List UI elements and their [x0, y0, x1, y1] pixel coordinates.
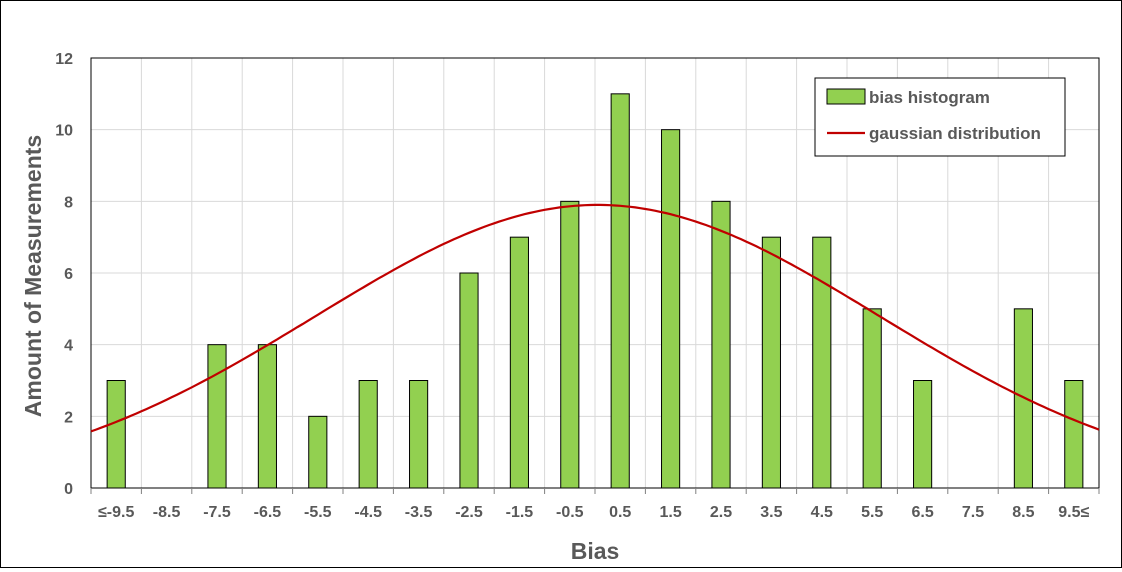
- y-tick-label: 8: [64, 194, 73, 211]
- y-tick-label: 0: [64, 481, 73, 498]
- bar: [862, 308, 882, 489]
- x-axis-title: Bias: [571, 538, 620, 564]
- x-tick-label: 0.5: [609, 504, 631, 521]
- x-tick-label: -1.5: [506, 504, 534, 521]
- x-tick-label: 7.5: [962, 504, 984, 521]
- x-tick-label: 9.5≤: [1058, 504, 1089, 521]
- x-tick-label: -2.5: [455, 504, 483, 521]
- x-tick-label: 3.5: [760, 504, 782, 521]
- legend: bias histogram gaussian distribution: [814, 77, 1066, 157]
- bar-series: [106, 93, 1084, 489]
- x-tick-label: -3.5: [405, 504, 433, 521]
- y-tick-label: 10: [55, 123, 73, 140]
- bar: [207, 344, 227, 489]
- x-tick-label: 6.5: [911, 504, 933, 521]
- axes: 0 2 4 6 8 10 12 ≤-9.5 -8.5 -7.5 -6.5 -5.5 -4.5 -3.5 -2…: [55, 51, 1100, 521]
- x-tick-label: -6.5: [254, 504, 282, 521]
- y-tick-label: 6: [64, 266, 73, 283]
- x-tick-label: -8.5: [153, 504, 181, 521]
- legend-bar-label: bias histogram: [869, 88, 990, 107]
- bar: [459, 272, 479, 489]
- bar: [1064, 380, 1084, 489]
- bar: [106, 380, 126, 489]
- x-tick-label: -7.5: [203, 504, 231, 521]
- bar: [610, 93, 630, 489]
- x-tick-label: -0.5: [556, 504, 584, 521]
- y-tick-label: 12: [55, 51, 73, 68]
- bar: [913, 380, 933, 489]
- bar: [308, 415, 328, 489]
- x-tick-label: -4.5: [354, 504, 382, 521]
- gaussian-curve: [90, 203, 1100, 433]
- grid-lines: [91, 58, 1099, 488]
- legend-line-label: gaussian distribution: [869, 124, 1041, 143]
- bar: [509, 236, 529, 489]
- bar: [409, 380, 429, 489]
- bar: [560, 200, 580, 489]
- x-tick-label: 2.5: [710, 504, 732, 521]
- bar: [257, 344, 277, 489]
- x-tick-label: 5.5: [861, 504, 883, 521]
- x-tick-label: 1.5: [659, 504, 681, 521]
- bar: [761, 236, 781, 489]
- legend-bar-swatch: [826, 88, 866, 105]
- gaussian-series: [90, 203, 1100, 433]
- x-tick-label: 4.5: [811, 504, 833, 521]
- x-tick-label: ≤-9.5: [98, 504, 134, 521]
- y-axis-title: Amount of Measurements: [20, 135, 46, 417]
- bar: [358, 380, 378, 489]
- bar: [661, 129, 681, 489]
- y-tick-label: 2: [64, 409, 73, 426]
- bar: [711, 200, 731, 489]
- bar: [812, 236, 832, 489]
- y-tick-label: 4: [64, 338, 73, 355]
- x-tick-label: -5.5: [304, 504, 332, 521]
- x-tick-label: 8.5: [1012, 504, 1034, 521]
